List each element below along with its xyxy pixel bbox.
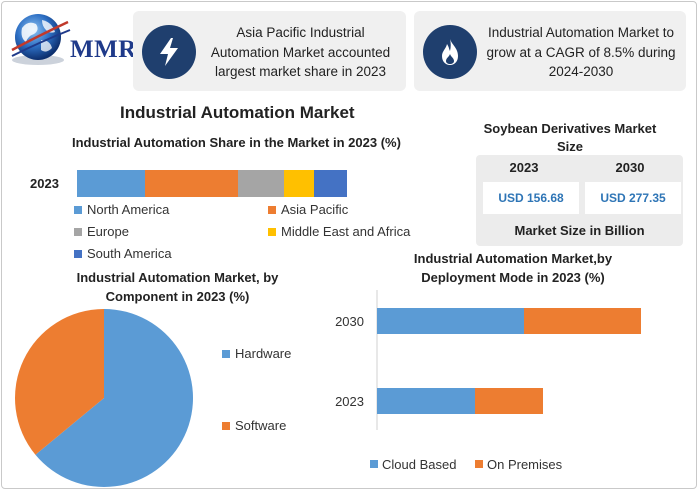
flame-icon [423,25,477,79]
main-title: Industrial Automation Market [120,103,355,122]
share-legend-item-middle-east-and-africa: Middle East and Africa [268,224,410,239]
share-legend-item-north-america: North America [74,202,169,217]
share-bar-segment-north-america [77,170,146,197]
legend-label: Hardware [235,346,292,361]
share-bar-segment-europe [237,170,285,197]
deployment-legend-label-on-premises: On Premises [487,457,563,472]
mmr-logo: MMR [8,10,136,70]
pie-legend-item-hardware: Hardware [222,346,291,361]
soybean-year-2023: 2023 [509,160,539,175]
deployment-legend-label-cloud-based: Cloud Based [382,457,456,472]
soybean-year-2030: 2030 [615,160,645,175]
share-chart-legend: North America Asia Pacific Europe Middle Ea… [74,200,454,264]
pie-legend-item-software: Software [222,418,286,433]
legend-swatch [222,349,230,358]
deployment-chart-title: Industrial Automation Market,by Deployme… [413,251,613,285]
pie-slice-software [14,309,104,455]
info-text-cagr: Industrial Automation Market to grow at … [486,25,676,79]
lightning-bolt-icon [142,25,196,79]
deployment-bar-chart: 2030 2023 Cloud Based On Premises [335,290,641,472]
legend-swatch [74,227,82,236]
share-chart-title: Industrial Automation Share in the Marke… [72,135,401,150]
legend-label: Software [235,418,287,433]
legend-label: South America [87,246,172,261]
share-bar-segment-south-america [314,170,347,197]
legend-label: North America [87,202,170,217]
legend-swatch [74,205,82,214]
legend-label: Asia Pacific [281,202,349,217]
deployment-category-label-2023: 2023 [335,394,364,409]
deployment-legend-swatch-cloud-based [370,460,378,468]
share-chart-category-label: 2023 [30,176,59,191]
deployment-bar-2030-cloud-based [377,308,524,334]
legend-label: Europe [87,224,129,239]
component-chart-title: Industrial Automation Market, by Compone… [76,270,279,304]
pie-slice-hardware [35,309,194,487]
soybean-value-2030: USD 277.35 [585,182,681,214]
soybean-title: Soybean Derivatives Market Size [483,121,657,154]
soybean-value-2023: USD 156.68 [483,182,579,214]
deployment-bar-2023-cloud-based [377,388,475,414]
share-legend-item-europe: Europe [74,224,129,239]
component-pie-chart [14,309,194,487]
share-legend-item-asia-pacific: Asia Pacific [268,202,348,217]
globe-icon [11,14,71,65]
deployment-legend-swatch-on-premises [475,460,483,468]
deployment-bar-2023-on-premises [475,388,543,414]
soybean-footer: Market Size in Billion [514,223,645,238]
deployment-bar-2030-on-premises [524,308,641,334]
info-box-cagr: Industrial Automation Market to grow at … [414,11,686,91]
legend-swatch [74,249,82,258]
info-text-asia-pacific: Asia Pacific Industrial Automation Marke… [210,25,391,79]
share-bar-segment-middle-east-and-africa [284,170,315,197]
logo-text: MMR [70,36,137,63]
legend-label: Middle East and Africa [281,224,411,239]
share-legend-item-south-america: South America [74,246,172,261]
legend-swatch [268,205,276,214]
legend-swatch [222,421,230,430]
legend-swatch [268,227,276,236]
share-bar-segment-asia-pacific [145,170,238,197]
deployment-category-label-2030: 2030 [335,314,364,329]
share-stacked-bar [77,170,347,197]
info-box-asia-pacific: Asia Pacific Industrial Automation Marke… [133,11,406,91]
